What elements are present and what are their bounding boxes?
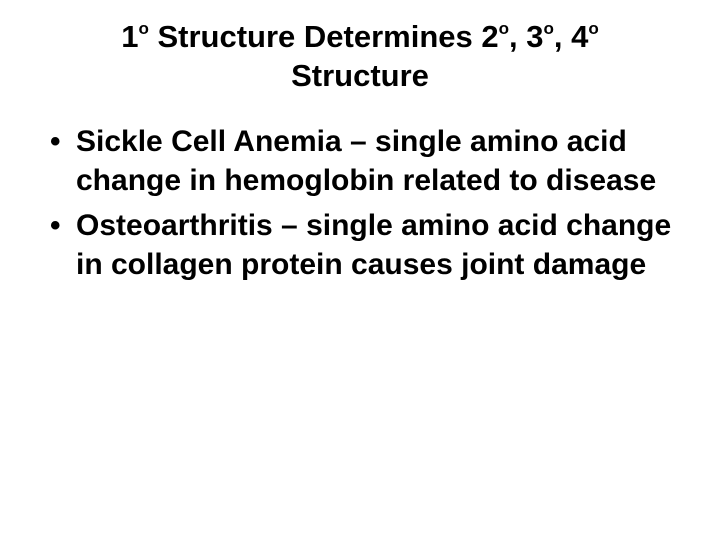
title-seg-3: , 3 — [509, 19, 543, 54]
title-line-1: 1o Structure Determines 2o, 3o, 4o — [121, 19, 599, 54]
bullet-text: Osteoarthritis – single amino acid chang… — [76, 209, 671, 281]
bullet-list: Sickle Cell Anemia – single amino acid c… — [40, 122, 680, 284]
title-sup-4: o — [588, 19, 598, 38]
slide-title: 1o Structure Determines 2o, 3o, 4o Struc… — [40, 18, 680, 96]
list-item: Sickle Cell Anemia – single amino acid c… — [48, 122, 672, 200]
title-seg-4: , 4 — [554, 19, 588, 54]
title-sup-3: o — [543, 19, 553, 38]
title-sup-1: o — [138, 19, 148, 38]
slide: 1o Structure Determines 2o, 3o, 4o Struc… — [0, 0, 720, 540]
bullet-text: Sickle Cell Anemia – single amino acid c… — [76, 125, 656, 197]
list-item: Osteoarthritis – single amino acid chang… — [48, 206, 672, 284]
title-sup-2: o — [499, 19, 509, 38]
title-line-2: Structure — [291, 58, 429, 93]
title-seg-2: Structure Determines 2 — [149, 19, 499, 54]
title-seg-1: 1 — [121, 19, 138, 54]
